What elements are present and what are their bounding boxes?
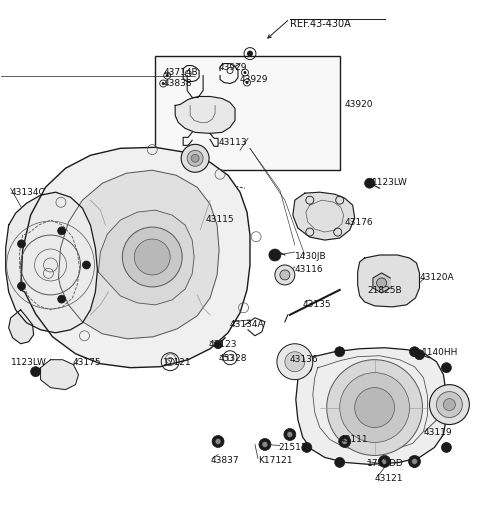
Circle shape bbox=[327, 360, 422, 456]
Circle shape bbox=[166, 74, 168, 77]
Text: 1751DD: 1751DD bbox=[367, 459, 403, 469]
Text: 43175: 43175 bbox=[72, 358, 101, 367]
Circle shape bbox=[442, 443, 451, 453]
Circle shape bbox=[339, 435, 351, 447]
Circle shape bbox=[259, 439, 271, 450]
Text: 43111: 43111 bbox=[340, 435, 368, 444]
Circle shape bbox=[285, 352, 305, 372]
Text: 43838: 43838 bbox=[163, 78, 192, 88]
Circle shape bbox=[18, 282, 25, 290]
Circle shape bbox=[411, 458, 418, 465]
Text: 43134C: 43134C bbox=[11, 188, 46, 197]
Circle shape bbox=[134, 239, 170, 275]
Circle shape bbox=[18, 240, 25, 248]
Circle shape bbox=[335, 457, 345, 468]
Circle shape bbox=[122, 227, 182, 287]
Circle shape bbox=[365, 178, 374, 188]
Circle shape bbox=[436, 392, 462, 418]
Text: K17121: K17121 bbox=[258, 456, 292, 466]
Text: 43134A: 43134A bbox=[230, 320, 264, 329]
Text: 43136: 43136 bbox=[290, 354, 319, 364]
Text: 21513: 21513 bbox=[278, 443, 307, 453]
Circle shape bbox=[162, 82, 165, 85]
Text: 43113: 43113 bbox=[218, 139, 247, 147]
Text: 1430JB: 1430JB bbox=[295, 252, 326, 261]
Circle shape bbox=[58, 295, 66, 303]
Circle shape bbox=[243, 71, 247, 74]
Polygon shape bbox=[358, 255, 420, 307]
Polygon shape bbox=[175, 97, 235, 133]
Text: 1140HH: 1140HH bbox=[421, 348, 458, 357]
Circle shape bbox=[58, 227, 66, 235]
Text: 43929: 43929 bbox=[218, 63, 247, 72]
Text: 17121: 17121 bbox=[163, 358, 192, 367]
Polygon shape bbox=[373, 273, 390, 293]
Polygon shape bbox=[6, 192, 97, 333]
Polygon shape bbox=[98, 210, 194, 305]
Text: 1123LW: 1123LW bbox=[372, 178, 408, 187]
Text: 43929: 43929 bbox=[240, 75, 268, 84]
Circle shape bbox=[83, 261, 90, 269]
Circle shape bbox=[191, 154, 199, 162]
Circle shape bbox=[430, 385, 469, 425]
Text: 43123: 43123 bbox=[208, 340, 237, 349]
Text: 43115: 43115 bbox=[205, 215, 234, 224]
Circle shape bbox=[275, 265, 295, 285]
Circle shape bbox=[379, 456, 391, 468]
Circle shape bbox=[340, 373, 409, 443]
Bar bbox=[155, 56, 340, 170]
Circle shape bbox=[415, 350, 424, 360]
Circle shape bbox=[31, 367, 41, 377]
Text: 43135: 43135 bbox=[303, 300, 332, 309]
Polygon shape bbox=[296, 348, 446, 465]
Circle shape bbox=[277, 344, 313, 380]
Circle shape bbox=[409, 457, 420, 468]
Text: 43176: 43176 bbox=[345, 218, 373, 227]
Circle shape bbox=[181, 144, 209, 172]
Circle shape bbox=[247, 51, 253, 57]
Circle shape bbox=[409, 347, 420, 357]
Text: 1123LW: 1123LW bbox=[11, 358, 47, 367]
Polygon shape bbox=[21, 147, 250, 367]
Circle shape bbox=[214, 341, 222, 349]
Text: 21825B: 21825B bbox=[368, 286, 402, 295]
Polygon shape bbox=[59, 170, 219, 339]
Circle shape bbox=[302, 363, 312, 373]
Circle shape bbox=[335, 347, 345, 357]
Text: 45328: 45328 bbox=[218, 354, 247, 363]
Circle shape bbox=[355, 388, 395, 428]
Text: 43121: 43121 bbox=[374, 474, 403, 483]
Text: 43120A: 43120A bbox=[420, 273, 454, 282]
Polygon shape bbox=[293, 192, 355, 240]
Circle shape bbox=[245, 81, 249, 84]
Circle shape bbox=[215, 439, 221, 444]
Circle shape bbox=[377, 278, 386, 288]
Polygon shape bbox=[41, 360, 78, 390]
Text: 43714B: 43714B bbox=[163, 67, 198, 77]
Circle shape bbox=[187, 151, 203, 166]
Circle shape bbox=[269, 249, 281, 261]
Circle shape bbox=[342, 439, 348, 444]
Circle shape bbox=[408, 456, 420, 468]
Circle shape bbox=[444, 399, 456, 411]
Text: REF.43-430A: REF.43-430A bbox=[290, 19, 350, 29]
Circle shape bbox=[302, 443, 312, 453]
Circle shape bbox=[280, 270, 290, 280]
Circle shape bbox=[262, 442, 268, 447]
Text: 43116: 43116 bbox=[295, 265, 324, 274]
Text: 43920: 43920 bbox=[345, 101, 373, 110]
Circle shape bbox=[284, 429, 296, 441]
Circle shape bbox=[287, 431, 293, 438]
Text: 43119: 43119 bbox=[423, 428, 452, 436]
Text: 43837: 43837 bbox=[210, 456, 239, 466]
Circle shape bbox=[442, 363, 451, 373]
Circle shape bbox=[212, 435, 224, 447]
Polygon shape bbox=[9, 310, 34, 344]
Circle shape bbox=[382, 458, 387, 465]
